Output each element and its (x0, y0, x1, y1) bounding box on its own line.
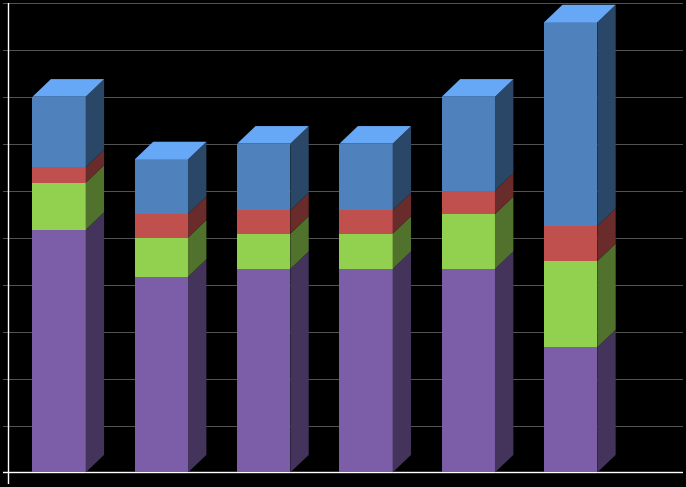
Polygon shape (237, 234, 290, 269)
Polygon shape (32, 167, 86, 183)
Polygon shape (495, 251, 513, 472)
Polygon shape (290, 251, 309, 472)
Polygon shape (237, 210, 290, 234)
Polygon shape (237, 144, 290, 210)
Polygon shape (134, 238, 188, 277)
Polygon shape (442, 97, 495, 190)
Polygon shape (495, 173, 513, 214)
Polygon shape (237, 269, 290, 472)
Polygon shape (340, 210, 392, 234)
Polygon shape (598, 208, 616, 261)
Polygon shape (290, 126, 309, 210)
Polygon shape (290, 216, 309, 269)
Polygon shape (598, 330, 616, 472)
Polygon shape (86, 79, 104, 167)
Polygon shape (237, 126, 309, 144)
Polygon shape (340, 269, 392, 472)
Polygon shape (290, 193, 309, 234)
Polygon shape (392, 216, 411, 269)
Polygon shape (134, 159, 188, 214)
Polygon shape (340, 126, 411, 144)
Polygon shape (442, 269, 495, 472)
Polygon shape (134, 277, 188, 472)
Polygon shape (544, 5, 616, 22)
Polygon shape (442, 79, 513, 97)
Polygon shape (442, 190, 495, 214)
Polygon shape (392, 251, 411, 472)
Polygon shape (544, 347, 598, 472)
Polygon shape (32, 183, 86, 230)
Polygon shape (340, 144, 392, 210)
Polygon shape (32, 230, 86, 472)
Polygon shape (134, 142, 206, 159)
Polygon shape (86, 212, 104, 472)
Polygon shape (32, 97, 86, 167)
Polygon shape (598, 244, 616, 347)
Polygon shape (544, 261, 598, 347)
Polygon shape (134, 214, 188, 238)
Polygon shape (86, 150, 104, 183)
Polygon shape (32, 79, 104, 97)
Polygon shape (495, 79, 513, 190)
Polygon shape (340, 234, 392, 269)
Polygon shape (188, 220, 206, 277)
Polygon shape (392, 126, 411, 210)
Polygon shape (544, 22, 598, 226)
Polygon shape (442, 214, 495, 269)
Polygon shape (188, 142, 206, 214)
Polygon shape (188, 259, 206, 472)
Polygon shape (188, 197, 206, 238)
Polygon shape (392, 193, 411, 234)
Polygon shape (495, 197, 513, 269)
Polygon shape (86, 165, 104, 230)
Polygon shape (544, 226, 598, 261)
Polygon shape (598, 5, 616, 226)
